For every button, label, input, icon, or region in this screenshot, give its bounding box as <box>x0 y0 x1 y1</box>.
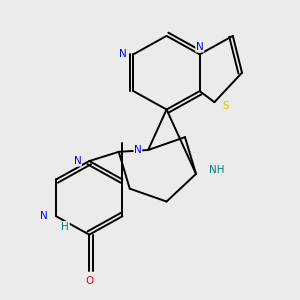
Text: N: N <box>40 211 48 221</box>
Text: N: N <box>196 42 204 52</box>
Text: N: N <box>74 156 81 166</box>
Text: H: H <box>61 222 69 232</box>
Text: NH: NH <box>208 165 224 175</box>
Text: S: S <box>222 101 229 111</box>
Text: N: N <box>134 145 142 155</box>
Text: N: N <box>118 49 126 59</box>
Text: O: O <box>85 276 93 286</box>
